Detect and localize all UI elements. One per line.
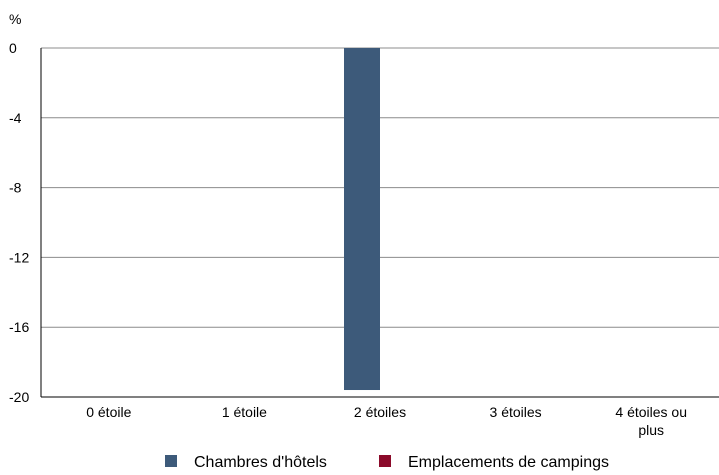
x-category-label: 0 étoile (86, 404, 131, 420)
y-tick-label: -12 (9, 249, 29, 265)
y-tick-label: 0 (9, 40, 17, 56)
y-tick-labels: 0 -4 -8 -12 -16 -20 (9, 40, 29, 405)
legend-swatch (379, 455, 391, 467)
y-unit-label: % (9, 11, 21, 27)
legend-label: Chambres d'hôtels (194, 454, 327, 471)
bars (344, 48, 380, 391)
legend: Chambres d'hôtels Emplacements de camping… (165, 454, 609, 471)
x-category-label: plus (638, 422, 664, 438)
y-tick-label: -16 (9, 319, 29, 335)
x-category-label: 4 étoiles ou (615, 404, 687, 420)
legend-label: Emplacements de campings (408, 454, 609, 471)
y-tick-label: -4 (9, 110, 22, 126)
x-category-label: 1 étoile (222, 404, 267, 420)
x-category-label: 2 étoiles (354, 404, 406, 420)
y-tick-label: -20 (9, 389, 29, 405)
axes (40, 48, 719, 398)
x-category-labels: 0 étoile 1 étoile 2 étoiles 3 étoiles 4 étoi… (86, 404, 687, 438)
legend-swatch (165, 455, 177, 467)
bar (344, 48, 380, 391)
y-tick-label: -8 (9, 180, 22, 196)
x-category-label: 3 étoiles (490, 404, 542, 420)
